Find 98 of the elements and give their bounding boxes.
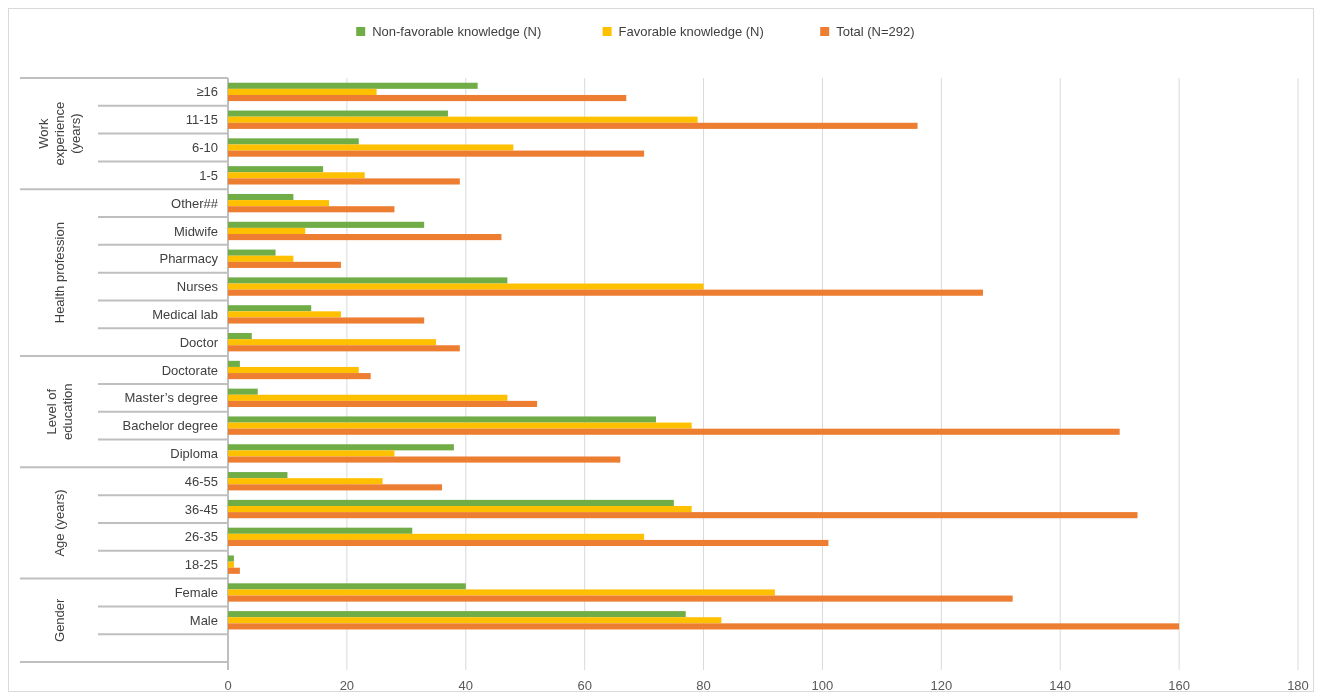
bar: [228, 623, 1180, 630]
bar: [228, 144, 514, 151]
bar: [228, 617, 722, 624]
bar: [228, 422, 692, 429]
y-tick-label: 6-10: [191, 140, 218, 156]
y-tick-label: Diploma: [170, 445, 219, 461]
text: Gender: [51, 597, 67, 642]
bar: [228, 416, 656, 423]
x-tick-label: 40: [458, 678, 474, 693]
bar: [228, 555, 234, 562]
x-tick-label: 20: [339, 678, 355, 693]
bar: [228, 533, 645, 540]
bar: [228, 527, 413, 534]
y-tick-label: Doctorate: [161, 362, 218, 378]
bar: [228, 88, 377, 95]
y-tick-label: 26-35: [184, 529, 218, 545]
bar: [228, 567, 240, 574]
bar: [228, 255, 294, 262]
legend-label: Favorable knowledge (N): [618, 24, 764, 39]
legend-label: Total (N=292): [836, 24, 915, 39]
y-tick-label: 36-45: [184, 501, 218, 517]
bar: [228, 261, 341, 268]
bar: [228, 193, 294, 201]
y-tick-label: Bachelor degree: [122, 418, 218, 434]
bar: [228, 611, 686, 618]
bar: [228, 345, 460, 352]
x-tick-label: 120: [930, 678, 953, 693]
y-tick-label: Doctor: [179, 334, 219, 350]
bar: [228, 539, 829, 547]
bar: [228, 249, 276, 256]
bar: [228, 428, 1120, 435]
bar: [228, 283, 704, 290]
y-tick-label: 46-55: [184, 473, 218, 489]
bar: [228, 227, 306, 235]
bar: [228, 221, 425, 228]
x-tick-label: 160: [1168, 678, 1190, 693]
y-tick-label: Female: [174, 585, 218, 601]
x-tick-label: 60: [577, 678, 592, 693]
x-tick-label: 0: [224, 678, 232, 693]
bar: [228, 366, 359, 374]
bar: [228, 589, 775, 596]
bar: [228, 561, 234, 568]
bar: [228, 305, 312, 312]
bar: [228, 206, 395, 213]
y-tick-label: Male: [189, 612, 218, 628]
y-tick-label: ≥16: [196, 84, 218, 100]
bar: [228, 360, 240, 367]
bar: [228, 339, 437, 346]
text: Health profession: [51, 222, 67, 324]
y-tick-label: Medical lab: [152, 306, 218, 322]
x-tick-label: 140: [1049, 678, 1072, 693]
bar: [228, 450, 395, 457]
x-tick-label: 180: [1287, 678, 1309, 693]
bar: [228, 512, 1138, 519]
y-tick-label: 18-25: [184, 557, 218, 573]
bar: [228, 484, 442, 491]
bar: [228, 472, 288, 479]
bar: [228, 94, 627, 102]
bar: [228, 444, 454, 451]
bar: [228, 277, 508, 284]
y-tick-label: 11-15: [185, 112, 218, 128]
y-tick-label: 1-5: [199, 167, 218, 183]
bar: [228, 394, 508, 401]
bar: [228, 200, 330, 207]
bar: [228, 110, 448, 117]
y-tick-label: Pharmacy: [159, 251, 219, 267]
bar: [228, 234, 502, 241]
bar: [228, 499, 674, 506]
bar: [228, 400, 538, 407]
y-tick-label: Nurses: [176, 279, 219, 295]
bar: [228, 505, 692, 513]
y-tick-label: Other##: [171, 195, 219, 211]
bar: [228, 150, 645, 157]
bar: [228, 311, 341, 318]
bar: [228, 333, 252, 340]
bar: [228, 172, 365, 179]
bar: [228, 289, 983, 296]
x-tick-label: 80: [696, 678, 711, 693]
bar: [228, 178, 460, 185]
bar: [228, 478, 383, 485]
y-tick-label: Master’s degree: [124, 390, 218, 406]
text: Level of education: [43, 383, 75, 440]
bar: [228, 122, 918, 129]
bar: [228, 583, 466, 590]
y-tick-label: Midwife: [173, 223, 218, 239]
legend-label: Non-favorable knowledge (N): [372, 24, 542, 39]
bar: [228, 317, 425, 324]
bar: [228, 456, 621, 463]
text: Work experience (years): [35, 101, 83, 166]
x-tick-label: 100: [811, 678, 834, 693]
bar: [228, 373, 371, 380]
bar: [228, 388, 258, 395]
bar: [228, 595, 1013, 602]
bar: [228, 138, 359, 145]
text: Age (years): [51, 489, 67, 557]
bar: [228, 116, 698, 123]
bar: [228, 82, 478, 89]
bar: [228, 166, 324, 173]
